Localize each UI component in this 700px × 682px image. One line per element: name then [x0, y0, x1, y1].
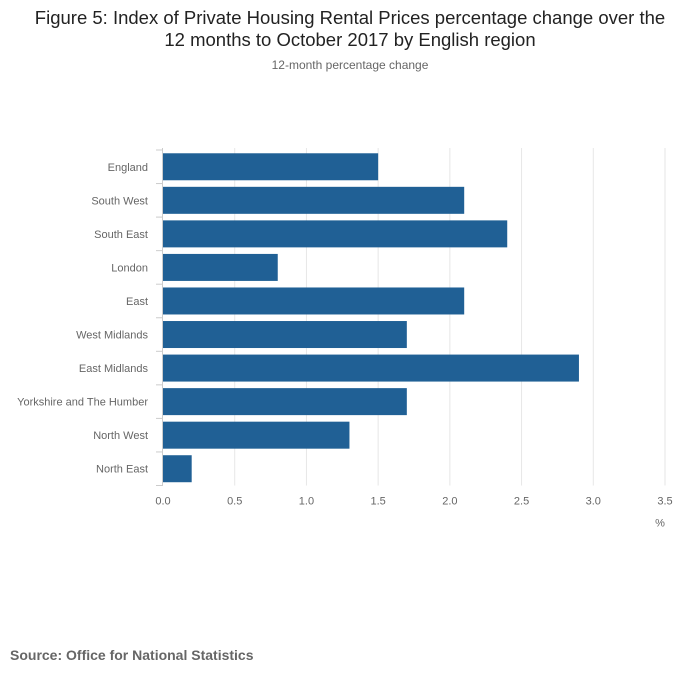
chart-title: Figure 5: Index of Private Housing Renta… — [0, 7, 700, 51]
category-label: England — [108, 162, 148, 174]
category-label: East — [126, 296, 148, 308]
chart-subtitle: 12-month percentage change — [271, 58, 429, 72]
category-label: North East — [96, 464, 148, 476]
bar-england — [163, 153, 379, 181]
x-tick-label: 3.5 — [657, 496, 672, 508]
bar-north-west — [163, 421, 350, 449]
category-label: Yorkshire and The Humber — [17, 397, 148, 409]
x-tick-label: 1.0 — [299, 496, 314, 508]
category-label: London — [111, 262, 148, 274]
bar-south-east — [163, 220, 508, 248]
category-label: South West — [91, 195, 148, 207]
bar-yorkshire-and-the-humber — [163, 388, 407, 416]
category-label: West Midlands — [76, 330, 148, 342]
bar-west-midlands — [163, 321, 407, 349]
category-label: North West — [93, 430, 148, 442]
source-note: Source: Office for National Statistics — [10, 647, 254, 663]
bar-east-midlands — [163, 354, 579, 382]
chart-title-line-2: 12 months to October 2017 by English reg… — [164, 29, 536, 50]
bar-north-east — [163, 455, 192, 483]
chart-title-line-1: Figure 5: Index of Private Housing Renta… — [34, 7, 666, 28]
bar-london — [163, 253, 278, 281]
x-tick-label: 2.0 — [442, 496, 457, 508]
x-axis-label: % — [655, 518, 665, 530]
category-label: East Midlands — [79, 363, 149, 375]
bar-east — [163, 287, 465, 315]
x-tick-label: 3.0 — [586, 496, 601, 508]
bar-south-west — [163, 186, 465, 214]
x-tick-label: 2.5 — [514, 496, 529, 508]
x-tick-label: 0.0 — [155, 496, 170, 508]
category-label: South East — [94, 229, 148, 241]
x-tick-label: 1.5 — [370, 496, 385, 508]
x-tick-label: 0.5 — [227, 496, 242, 508]
